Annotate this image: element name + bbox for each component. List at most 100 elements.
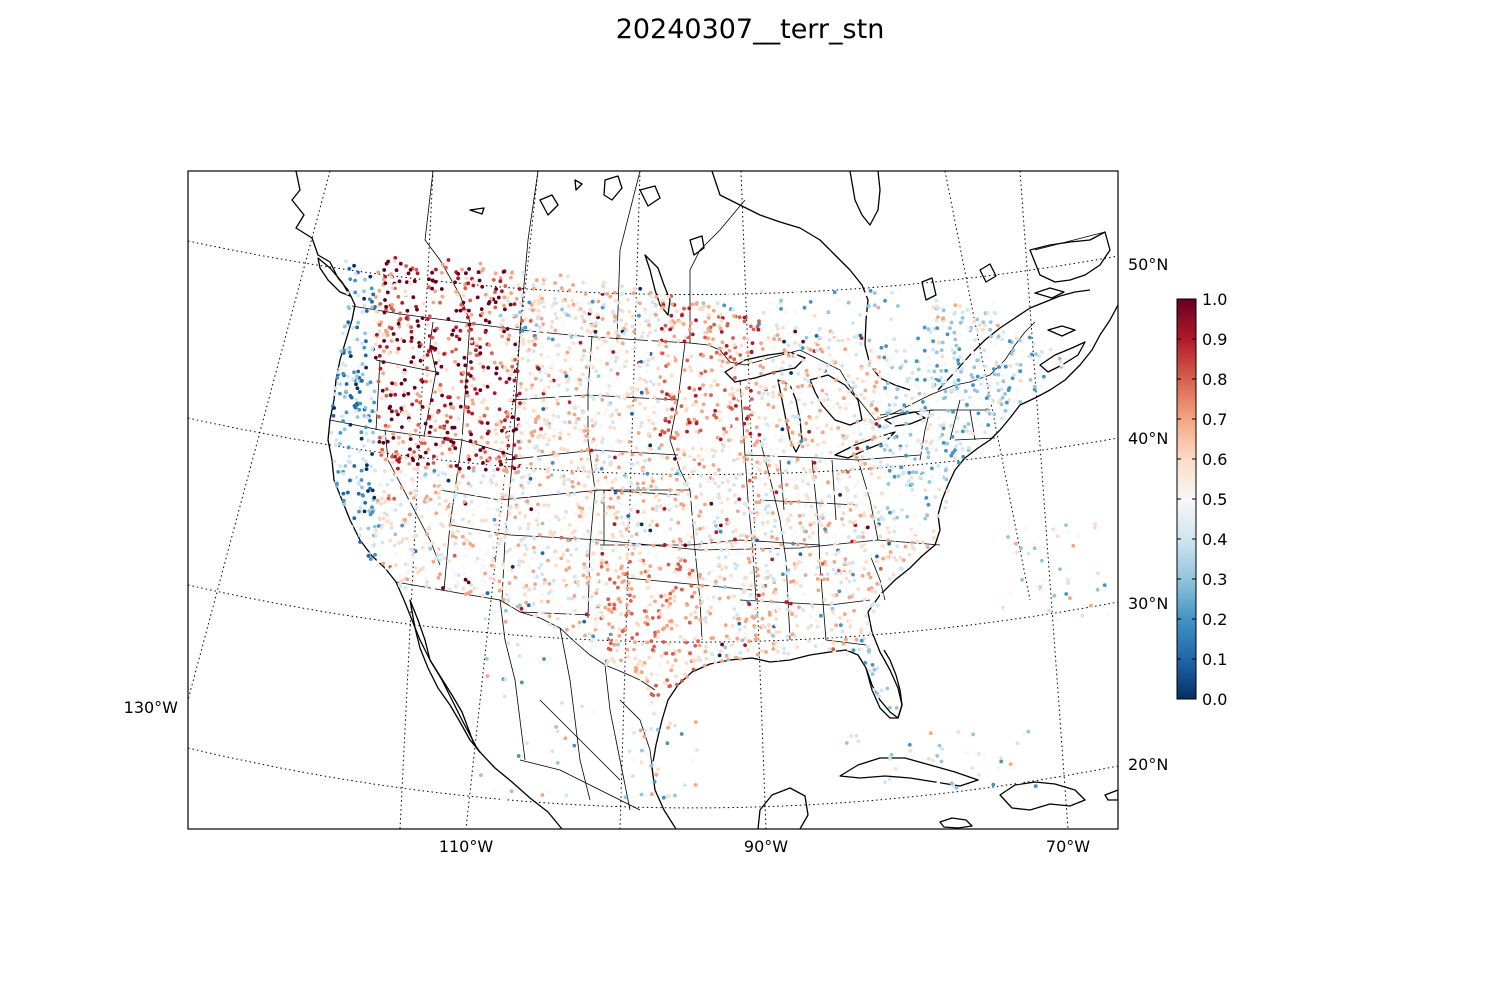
- station-point: [672, 536, 677, 541]
- station-point: [722, 427, 726, 431]
- station-point: [660, 603, 665, 608]
- station-point: [803, 478, 808, 483]
- station-point: [510, 603, 514, 607]
- station-point: [382, 489, 387, 494]
- station-point: [757, 319, 761, 324]
- station-point: [657, 498, 661, 503]
- station-point: [363, 277, 367, 282]
- station-point: [878, 375, 882, 379]
- station-point: [352, 516, 357, 521]
- station-point: [820, 349, 825, 354]
- station-point: [724, 351, 728, 356]
- station-point: [745, 350, 750, 355]
- station-point: [746, 648, 750, 653]
- station-point: [567, 288, 572, 293]
- station-point: [770, 557, 775, 562]
- station-point: [868, 575, 873, 580]
- station-point: [1021, 732, 1026, 737]
- station-point: [743, 406, 747, 410]
- station-point: [794, 557, 799, 562]
- station-point: [811, 476, 816, 481]
- station-point: [797, 398, 801, 402]
- station-point: [498, 313, 503, 318]
- station-point: [536, 515, 541, 520]
- station-point: [559, 556, 564, 561]
- station-point: [742, 319, 747, 324]
- station-point: [630, 391, 634, 396]
- station-point: [596, 479, 600, 483]
- station-point: [638, 558, 643, 563]
- station-point: [531, 576, 536, 580]
- station-point: [662, 680, 667, 685]
- station-point: [430, 335, 435, 340]
- station-point: [626, 404, 630, 409]
- station-point: [656, 399, 660, 404]
- station-point: [851, 592, 855, 597]
- station-point: [362, 296, 366, 301]
- station-point: [815, 577, 820, 581]
- station-point: [456, 527, 461, 532]
- station-point: [735, 612, 740, 617]
- station-point: [664, 344, 669, 349]
- station-point: [890, 553, 895, 558]
- station-point: [689, 321, 693, 326]
- station-point: [1037, 586, 1042, 591]
- station-point: [862, 418, 867, 423]
- station-point: [772, 578, 776, 583]
- station-point: [345, 291, 350, 295]
- station-point: [1059, 362, 1064, 367]
- station-point: [698, 483, 703, 488]
- station-point: [467, 329, 471, 333]
- station-point: [351, 326, 356, 330]
- station-point: [607, 402, 611, 407]
- station-point: [712, 322, 716, 327]
- station-point: [616, 439, 621, 443]
- station-point: [543, 578, 547, 582]
- station-point: [609, 610, 614, 614]
- station-point: [533, 633, 538, 638]
- station-point: [952, 364, 957, 368]
- station-point: [617, 452, 622, 457]
- station-point: [966, 448, 971, 453]
- station-point: [950, 349, 955, 353]
- station-point: [1010, 376, 1015, 381]
- james-bay-coastline: [849, 171, 881, 226]
- station-point: [353, 278, 357, 283]
- station-point: [792, 478, 797, 483]
- station-point: [613, 490, 618, 495]
- station-point: [717, 323, 721, 328]
- station-point: [988, 320, 993, 324]
- station-point: [981, 320, 986, 325]
- station-point: [818, 503, 823, 508]
- station-point: [852, 335, 857, 339]
- station-point: [523, 317, 528, 321]
- station-point: [347, 266, 352, 271]
- station-point: [656, 615, 661, 620]
- station-point: [729, 541, 734, 545]
- station-point: [737, 621, 742, 626]
- station-point: [640, 663, 645, 667]
- station-point: [987, 412, 992, 416]
- station-point: [831, 567, 836, 572]
- station-point: [875, 369, 880, 373]
- station-point: [1095, 587, 1100, 592]
- station-point: [367, 536, 371, 541]
- station-point: [808, 330, 813, 334]
- station-point: [922, 409, 926, 413]
- station-point: [939, 348, 944, 352]
- station-point: [483, 580, 487, 585]
- station-point: [744, 386, 749, 390]
- station-point: [760, 396, 765, 400]
- station-point: [431, 300, 436, 305]
- station-point: [479, 480, 483, 485]
- station-point: [867, 587, 871, 592]
- station-point: [334, 438, 339, 442]
- station-point: [467, 267, 471, 271]
- station-point: [683, 783, 687, 788]
- station-point: [628, 543, 633, 547]
- station-point: [650, 507, 655, 511]
- station-point: [729, 438, 734, 442]
- station-point: [503, 535, 507, 539]
- station-point: [845, 509, 850, 514]
- station-point: [410, 346, 415, 350]
